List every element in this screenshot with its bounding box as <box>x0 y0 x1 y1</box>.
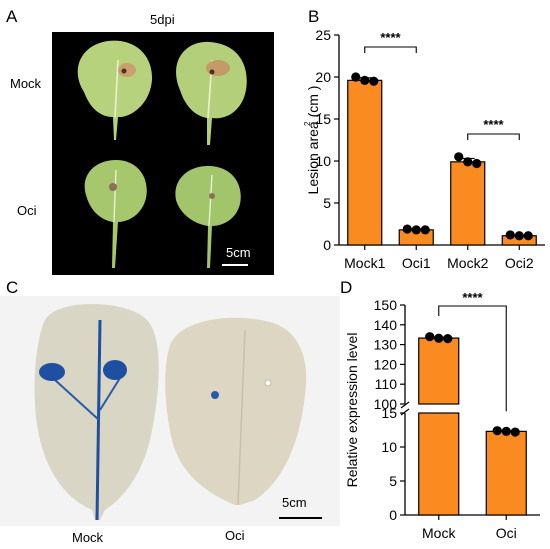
panel-c-label-mock: Mock <box>72 530 104 545</box>
leaf-mock-stained <box>34 303 159 521</box>
panel-letter-c: C <box>6 278 19 297</box>
leaf-oci-stained <box>165 317 307 506</box>
data-point-b <box>523 231 533 241</box>
bar-lower-d <box>418 412 460 516</box>
y-tick-label-d: 150 <box>374 297 398 313</box>
data-point-d <box>425 332 435 342</box>
data-point-b <box>463 157 473 167</box>
data-point-d <box>434 333 444 343</box>
y-tick-label-d: 0 <box>389 507 397 523</box>
y-tick-label-d: 10 <box>381 439 397 455</box>
y-tick-label-d: 100 <box>374 396 398 412</box>
panel-c-label-oci: Oci <box>225 528 245 543</box>
x-tick-label-d: Mock <box>422 525 456 541</box>
leaf-oci-1 <box>84 160 147 268</box>
y-tick-label-d: 130 <box>374 337 398 353</box>
significance-label-b: **** <box>483 117 504 132</box>
panel-a-scale-label: 5cm <box>226 245 251 260</box>
row-label-oci: Oci <box>17 203 37 218</box>
y-tick-label-d: 140 <box>374 317 398 333</box>
significance-bracket-d <box>438 305 507 412</box>
x-tick-label-b: Mock2 <box>447 255 488 271</box>
panel-c-scale-label: 5cm <box>282 495 307 510</box>
panel-a-title: 5dpi <box>150 12 175 27</box>
x-tick-label-b: Oci2 <box>505 255 534 271</box>
y-tick-label-d: 110 <box>375 376 398 392</box>
x-tick-label-b: Oci1 <box>402 255 431 271</box>
panel-letter-a: A <box>6 7 18 26</box>
x-tick-label-b: Mock1 <box>344 255 385 271</box>
data-point-d <box>492 426 502 436</box>
data-point-b <box>351 72 361 82</box>
data-point-b <box>402 224 412 234</box>
y-tick-label-b: 10 <box>315 153 331 169</box>
y-tick-label-b: 15 <box>315 111 331 127</box>
x-tick-label-d: Oci <box>496 525 517 541</box>
data-point-b <box>454 152 464 162</box>
y-axis-label-b: Lesion area (cm ) <box>305 86 321 195</box>
significance-label-b: **** <box>380 30 401 45</box>
y-tick-label-b: 5 <box>323 195 331 211</box>
data-point-b <box>360 75 370 85</box>
y-tick-label-b: 25 <box>315 27 331 43</box>
bar-b <box>347 79 383 246</box>
axis-break-mark-d <box>400 401 410 409</box>
bar-upper-d <box>418 337 460 405</box>
data-point-b <box>411 225 421 235</box>
y-axis-label-sup-b: 2 <box>303 121 312 126</box>
data-point-b <box>420 225 430 235</box>
data-point-b <box>369 76 379 86</box>
leaf-mock-1 <box>77 40 153 140</box>
data-point-d <box>501 426 511 436</box>
data-point-b <box>472 158 482 169</box>
significance-bracket-b <box>364 46 417 53</box>
row-label-mock: Mock <box>10 76 42 91</box>
y-tick-label-b: 20 <box>315 69 331 85</box>
axis-break-mark-d <box>400 408 410 416</box>
y-tick-label-d: 120 <box>374 356 398 372</box>
significance-label-d: **** <box>462 290 483 305</box>
data-point-b <box>505 230 515 240</box>
leaf-oci-2 <box>175 165 241 268</box>
y-tick-label-d: 5 <box>389 473 397 489</box>
panel-letter-d: D <box>340 278 353 297</box>
panel-letter-b: B <box>308 7 320 26</box>
significance-bracket-b <box>467 133 520 140</box>
data-point-b <box>514 231 524 241</box>
bar-b <box>450 161 486 246</box>
leaf-mock-2 <box>176 41 247 145</box>
data-point-d <box>510 427 520 437</box>
y-tick-label-d: 15 <box>381 405 397 421</box>
data-point-d <box>443 334 453 344</box>
y-axis-label-d: Relative expression level <box>344 333 360 488</box>
bar-d <box>485 430 527 516</box>
y-tick-label-b: 0 <box>323 237 331 253</box>
